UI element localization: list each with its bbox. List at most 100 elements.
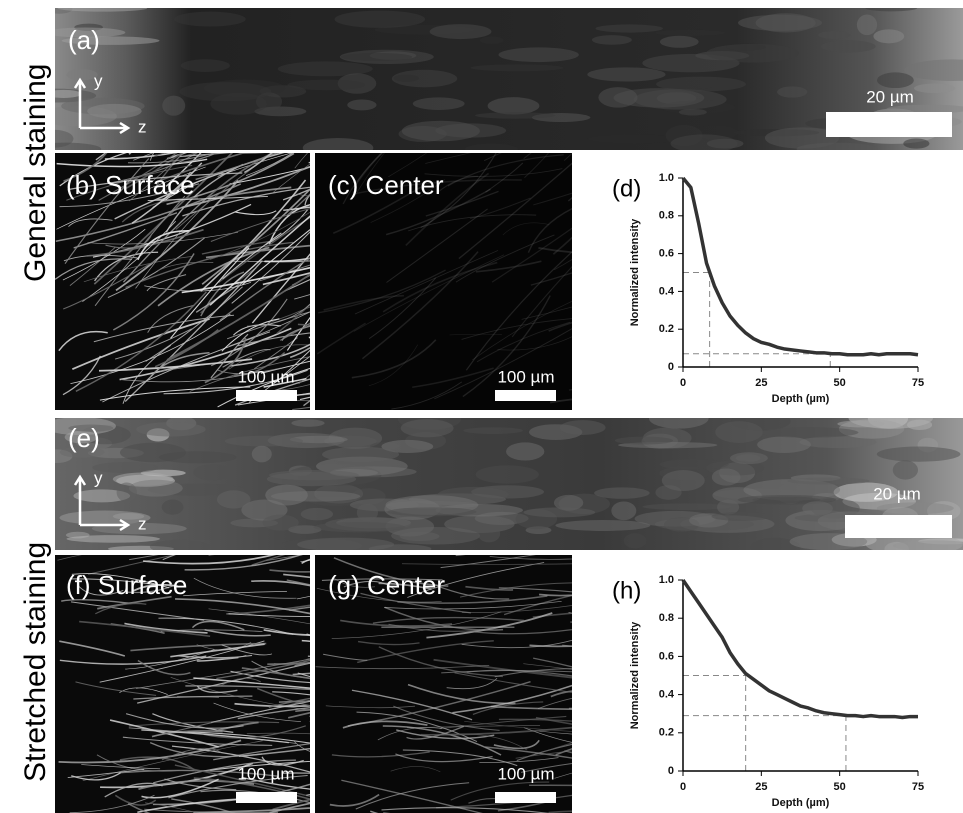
y-tick-label: 0.2 [659, 323, 674, 335]
texture [837, 420, 884, 427]
scale-bar-label: 20 µm [873, 484, 921, 503]
fiber [562, 645, 656, 652]
texture [225, 436, 303, 447]
x-axis-label: Depth (µm) [772, 393, 830, 405]
panel-label: (a) [68, 25, 100, 55]
y-tick-label: 0.8 [659, 612, 674, 624]
texture [476, 465, 539, 483]
texture [471, 64, 564, 71]
texture [488, 97, 540, 114]
texture [752, 497, 820, 503]
row-label: General staining [19, 64, 52, 282]
texture [914, 83, 955, 93]
texture [357, 503, 378, 521]
panel-label: (d) [612, 175, 641, 202]
texture [662, 470, 705, 491]
panel-label: (g) Center [328, 570, 445, 600]
texture [394, 75, 419, 82]
axis-y-label: y [94, 468, 103, 487]
panel-label: (h) [612, 577, 641, 604]
texture [478, 525, 501, 542]
panel-label: (b) Surface [66, 170, 195, 200]
scale-bar [845, 515, 952, 538]
x-tick-label: 50 [834, 377, 846, 389]
texture [903, 138, 929, 148]
texture [615, 437, 673, 445]
texture [480, 36, 504, 43]
y-axis-label: Normalized intensity [629, 218, 641, 326]
texture [560, 420, 606, 435]
texture [777, 86, 807, 97]
texture [150, 540, 210, 554]
fiber [564, 751, 641, 756]
axis-y-label: y [94, 71, 103, 90]
x-tick-label: 0 [680, 781, 686, 793]
texture [587, 67, 665, 81]
row-label: Stretched staining [19, 542, 52, 782]
scale-bar-label: 100 µm [497, 367, 554, 386]
scale-bar [826, 112, 952, 137]
axis-z-label: z [138, 514, 147, 533]
texture [269, 470, 359, 480]
texture [347, 100, 376, 111]
texture [58, 5, 148, 12]
texture [181, 59, 230, 72]
texture [265, 485, 308, 506]
texture [660, 36, 699, 48]
texture [341, 53, 412, 61]
texture [594, 487, 650, 498]
texture [655, 30, 725, 36]
fiber [569, 372, 685, 390]
texture [430, 24, 492, 39]
texture [656, 77, 746, 92]
texture [907, 420, 932, 430]
x-tick-label: 50 [834, 781, 846, 793]
texture [524, 507, 596, 517]
texture [129, 480, 183, 497]
data-line [683, 580, 918, 718]
texture [587, 134, 679, 143]
texture [715, 421, 763, 443]
texture [387, 507, 476, 516]
x-tick-label: 25 [755, 377, 767, 389]
texture [291, 419, 324, 426]
texture [335, 11, 426, 28]
texture [788, 478, 870, 485]
texture [117, 482, 137, 502]
texture [499, 47, 579, 62]
texture [463, 427, 523, 434]
texture [120, 443, 186, 463]
scale-bar [236, 792, 297, 803]
texture [706, 44, 799, 63]
texture [136, 422, 205, 437]
texture [730, 452, 768, 464]
texture [287, 80, 365, 91]
panel-label: (f) Surface [66, 570, 187, 600]
y-tick-label: 0.4 [659, 689, 675, 701]
figure: General staining Stretched staining (a) 2… [0, 0, 963, 813]
texture [595, 24, 662, 32]
texture [174, 12, 246, 27]
texture [679, 109, 707, 116]
x-tick-label: 75 [912, 377, 924, 389]
texture [857, 15, 877, 36]
texture [757, 436, 811, 453]
data-line [683, 178, 918, 355]
y-tick-label: 0 [668, 361, 674, 373]
texture [301, 508, 333, 521]
image-panel [17, 4, 963, 158]
texture [712, 469, 741, 486]
texture [821, 40, 876, 52]
scale-bar-label: 100 µm [237, 367, 294, 386]
scale-bar-label: 20 µm [866, 87, 914, 106]
y-axis-label: Normalized intensity [629, 621, 641, 729]
texture [592, 35, 632, 45]
scale-bar [495, 792, 556, 803]
y-tick-label: 1.0 [659, 574, 674, 586]
panel-label: (e) [68, 423, 100, 453]
texture [475, 112, 555, 118]
panel-label: (c) Center [328, 170, 444, 200]
texture [297, 538, 394, 552]
texture [413, 97, 465, 110]
fiber [555, 738, 744, 778]
